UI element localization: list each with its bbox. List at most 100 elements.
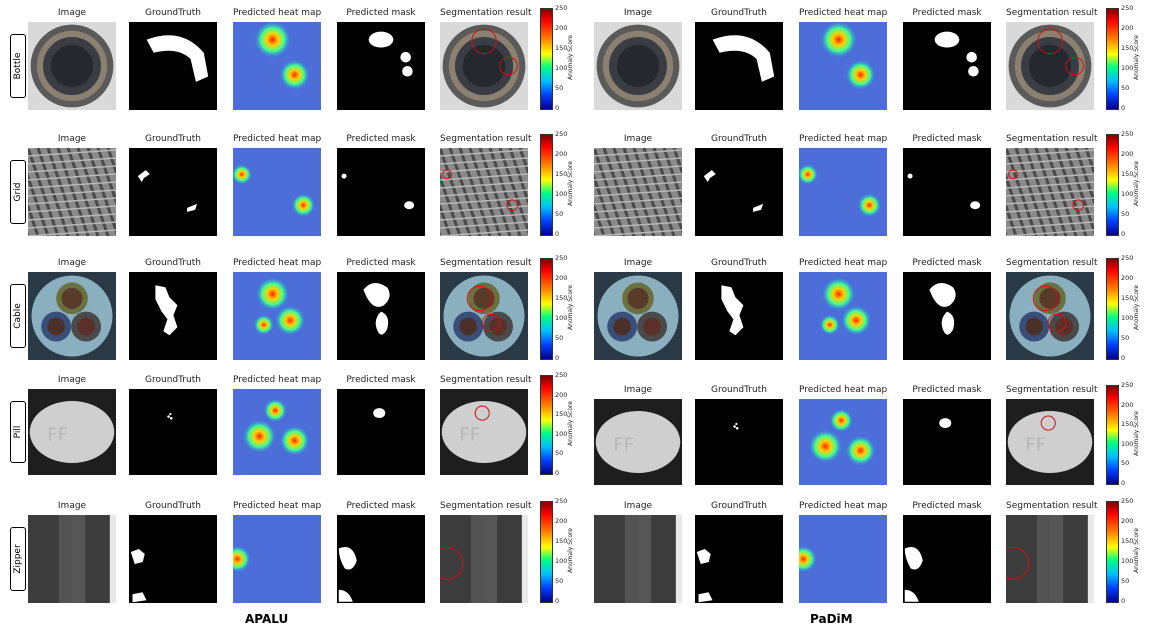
header-heatmap: Predicted heat map [799, 258, 888, 268]
row-label-text: Pill [13, 425, 23, 439]
header-mask: Predicted mask [346, 375, 416, 385]
colorbar-tick-label: 200 [1121, 517, 1134, 525]
row-label-pill: Pill [10, 401, 26, 463]
colorbar-tick-label: 50 [1121, 84, 1130, 92]
header-heatmap: Predicted heat map [799, 385, 888, 395]
header-segmentation: Segmentation result [1006, 8, 1098, 18]
colorbar-tick-label: 100 [555, 64, 568, 72]
row-label-grid: Grid [10, 160, 26, 224]
bottle-mask-image [903, 22, 991, 110]
bottle-segmentation-image [1006, 22, 1094, 110]
pill-groundtruth-image [129, 389, 217, 475]
colorbar-tick-label: 100 [1121, 190, 1134, 198]
colorbar-tick-label: 250 [1121, 130, 1134, 138]
header-groundtruth: GroundTruth [145, 134, 201, 144]
header-image: Image [57, 258, 87, 268]
colorbar-tick-label: 0 [555, 104, 560, 112]
header-image: Image [623, 385, 653, 395]
zipper-mask-image [903, 515, 991, 603]
grid-mask-image [337, 148, 425, 236]
colorbar-tick-label: 50 [555, 577, 564, 585]
method-label-padim: PaDiM [810, 612, 853, 626]
header-segmentation: Segmentation result [440, 501, 532, 511]
colorbar-tick-label: 0 [1121, 597, 1126, 605]
header-mask: Predicted mask [912, 501, 982, 511]
colorbar-tick-label: 0 [1121, 230, 1126, 238]
header-groundtruth: GroundTruth [711, 385, 767, 395]
colorbar-grid [540, 134, 553, 236]
header-image: Image [623, 501, 653, 511]
colorbar-title: Anomaly Score [1133, 284, 1140, 330]
colorbar-tick-label: 250 [1121, 4, 1134, 12]
header-heatmap: Predicted heat map [233, 258, 322, 268]
header-segmentation: Segmentation result [440, 375, 532, 385]
colorbar-tick-label: 150 [555, 294, 568, 302]
bottle-mask-image [337, 22, 425, 110]
row-label-text: Zipper [13, 544, 23, 574]
colorbar-tick-label: 250 [555, 254, 568, 262]
colorbar-tick-label: 100 [555, 557, 568, 565]
header-image: Image [57, 375, 87, 385]
colorbar-tick-label: 100 [1121, 314, 1134, 322]
colorbar-tick-label: 100 [1121, 64, 1134, 72]
header-image: Image [57, 501, 87, 511]
colorbar-tick-label: 0 [555, 597, 560, 605]
colorbar-tick-label: 200 [555, 390, 568, 399]
pill-segmentation-image: FF [440, 389, 528, 475]
colorbar-tick-label: 250 [555, 497, 568, 505]
cable-image-image [594, 272, 682, 360]
svg-text:FF: FF [47, 425, 68, 446]
pill-heatmap-image [233, 389, 321, 475]
colorbar-bottle [1106, 8, 1119, 110]
colorbar-tick-label: 200 [1121, 24, 1134, 32]
colorbar-tick-label: 150 [1121, 170, 1134, 178]
header-groundtruth: GroundTruth [711, 501, 767, 511]
header-mask: Predicted mask [346, 501, 416, 511]
colorbar-tick-label: 250 [555, 4, 568, 12]
header-mask: Predicted mask [346, 134, 416, 144]
grid-groundtruth-image [129, 148, 217, 236]
colorbar-tick-label: 0 [555, 354, 560, 362]
colorbar-pill [540, 375, 553, 475]
colorbar-tick-label: 200 [555, 150, 568, 158]
header-groundtruth: GroundTruth [711, 8, 767, 18]
header-mask: Predicted mask [912, 134, 982, 144]
bottle-heatmap-image [799, 22, 887, 110]
colorbar-tick-label: 200 [1121, 150, 1134, 158]
grid-image-image [28, 148, 116, 236]
header-heatmap: Predicted heat map [799, 8, 888, 18]
header-image: Image [623, 258, 653, 268]
grid-segmentation-image [440, 148, 528, 236]
header-heatmap: Predicted heat map [799, 134, 888, 144]
svg-text:FF: FF [459, 425, 480, 446]
colorbar-tick-label: 50 [1121, 459, 1130, 468]
header-image: Image [57, 8, 87, 18]
header-segmentation: Segmentation result [440, 258, 532, 268]
colorbar-tick-label: 250 [555, 371, 568, 379]
bottle-groundtruth-image [695, 22, 783, 110]
colorbar-tick-label: 100 [555, 429, 568, 438]
row-label-zipper: Zipper [10, 527, 26, 591]
colorbar-tick-label: 200 [555, 274, 568, 282]
pill-heatmap-image [799, 399, 887, 485]
colorbar-tick-label: 150 [1121, 420, 1134, 429]
colorbar-tick-label: 150 [555, 410, 568, 419]
cable-heatmap-image [799, 272, 887, 360]
cable-heatmap-image [233, 272, 321, 360]
colorbar-tick-label: 250 [1121, 254, 1134, 262]
colorbar-tick-label: 0 [1121, 104, 1126, 112]
header-heatmap: Predicted heat map [233, 8, 322, 18]
colorbar-tick-label: 100 [1121, 439, 1134, 448]
header-image: Image [57, 134, 87, 144]
row-label-cable: Cable [10, 284, 26, 348]
colorbar-tick-label: 250 [1121, 381, 1134, 389]
header-segmentation: Segmentation result [1006, 134, 1098, 144]
colorbar-tick-label: 200 [1121, 274, 1134, 282]
header-image: Image [623, 134, 653, 144]
bottle-image-image [594, 22, 682, 110]
colorbar-tick-label: 150 [555, 170, 568, 178]
pill-mask-image [903, 399, 991, 485]
colorbar-title: Anomaly Score [1133, 527, 1140, 573]
colorbar-tick-label: 0 [1121, 479, 1126, 487]
colorbar-bottle [540, 8, 553, 110]
